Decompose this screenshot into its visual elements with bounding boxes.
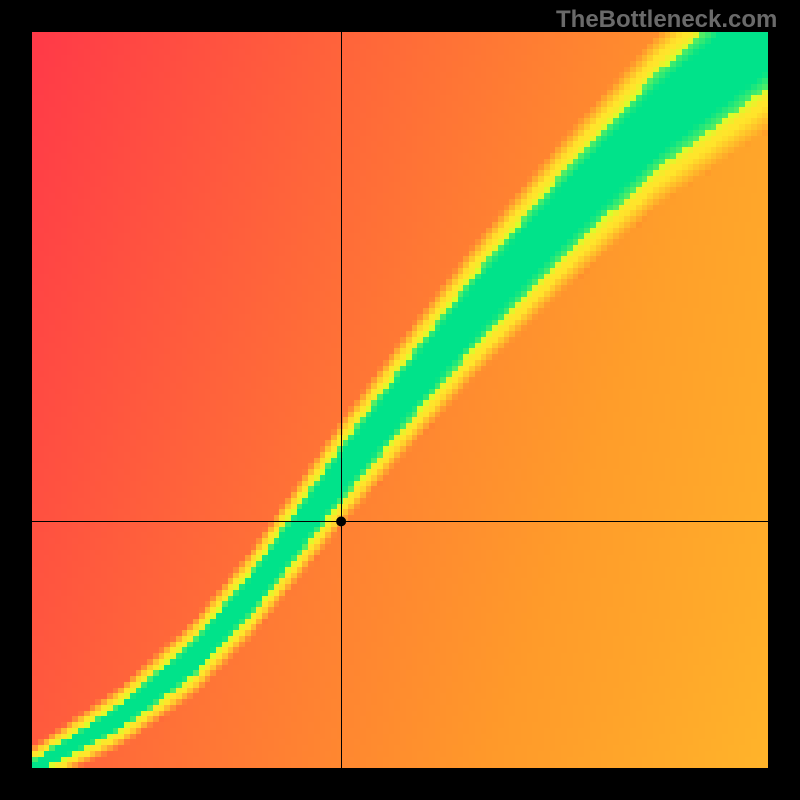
watermark-label: TheBottleneck.com <box>556 6 777 34</box>
crosshair-overlay <box>32 32 768 768</box>
